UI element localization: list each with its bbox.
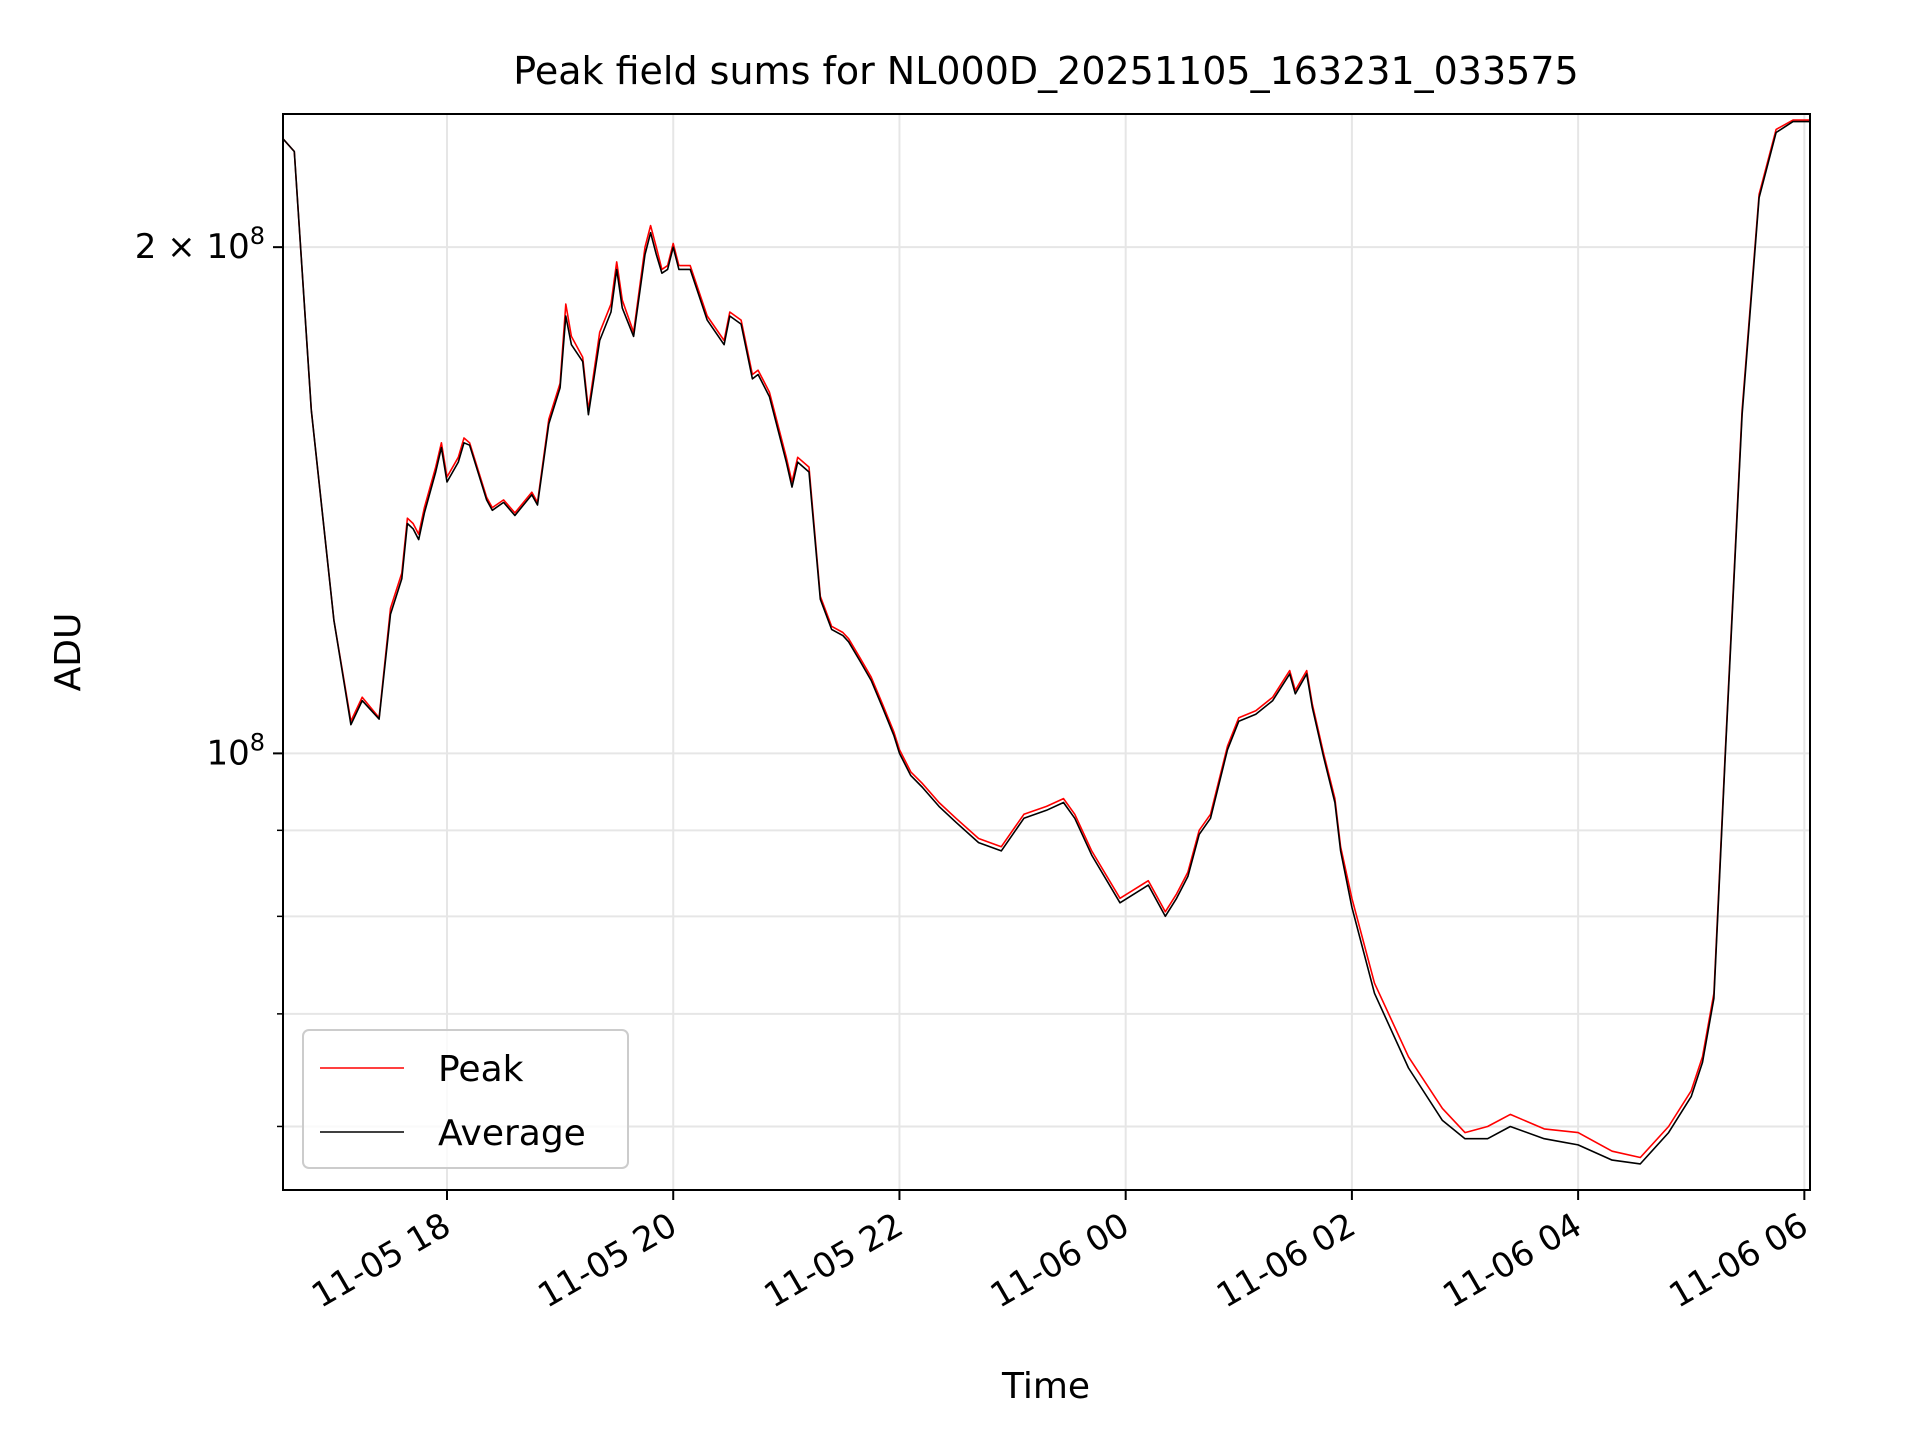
legend: Peak Average xyxy=(302,1029,629,1169)
plot-frame xyxy=(282,113,1811,1191)
y-axis-label: ADU xyxy=(48,613,89,692)
series-line-average xyxy=(283,120,1810,1165)
legend-label-peak: Peak xyxy=(438,1049,524,1090)
y-tick-label: 2 × 108 xyxy=(135,222,265,267)
legend-label-average: Average xyxy=(438,1113,586,1154)
legend-box xyxy=(302,1029,629,1169)
series-layer xyxy=(283,119,1810,1165)
chart-title: Peak field sums for NL000D_20251105_1632… xyxy=(513,49,1578,93)
grid-lines xyxy=(283,114,1810,1190)
y-axis: 2 × 108 108 xyxy=(135,222,283,1128)
x-axis-label: Time xyxy=(1001,1366,1090,1407)
y-tick-label: 108 xyxy=(206,728,265,773)
